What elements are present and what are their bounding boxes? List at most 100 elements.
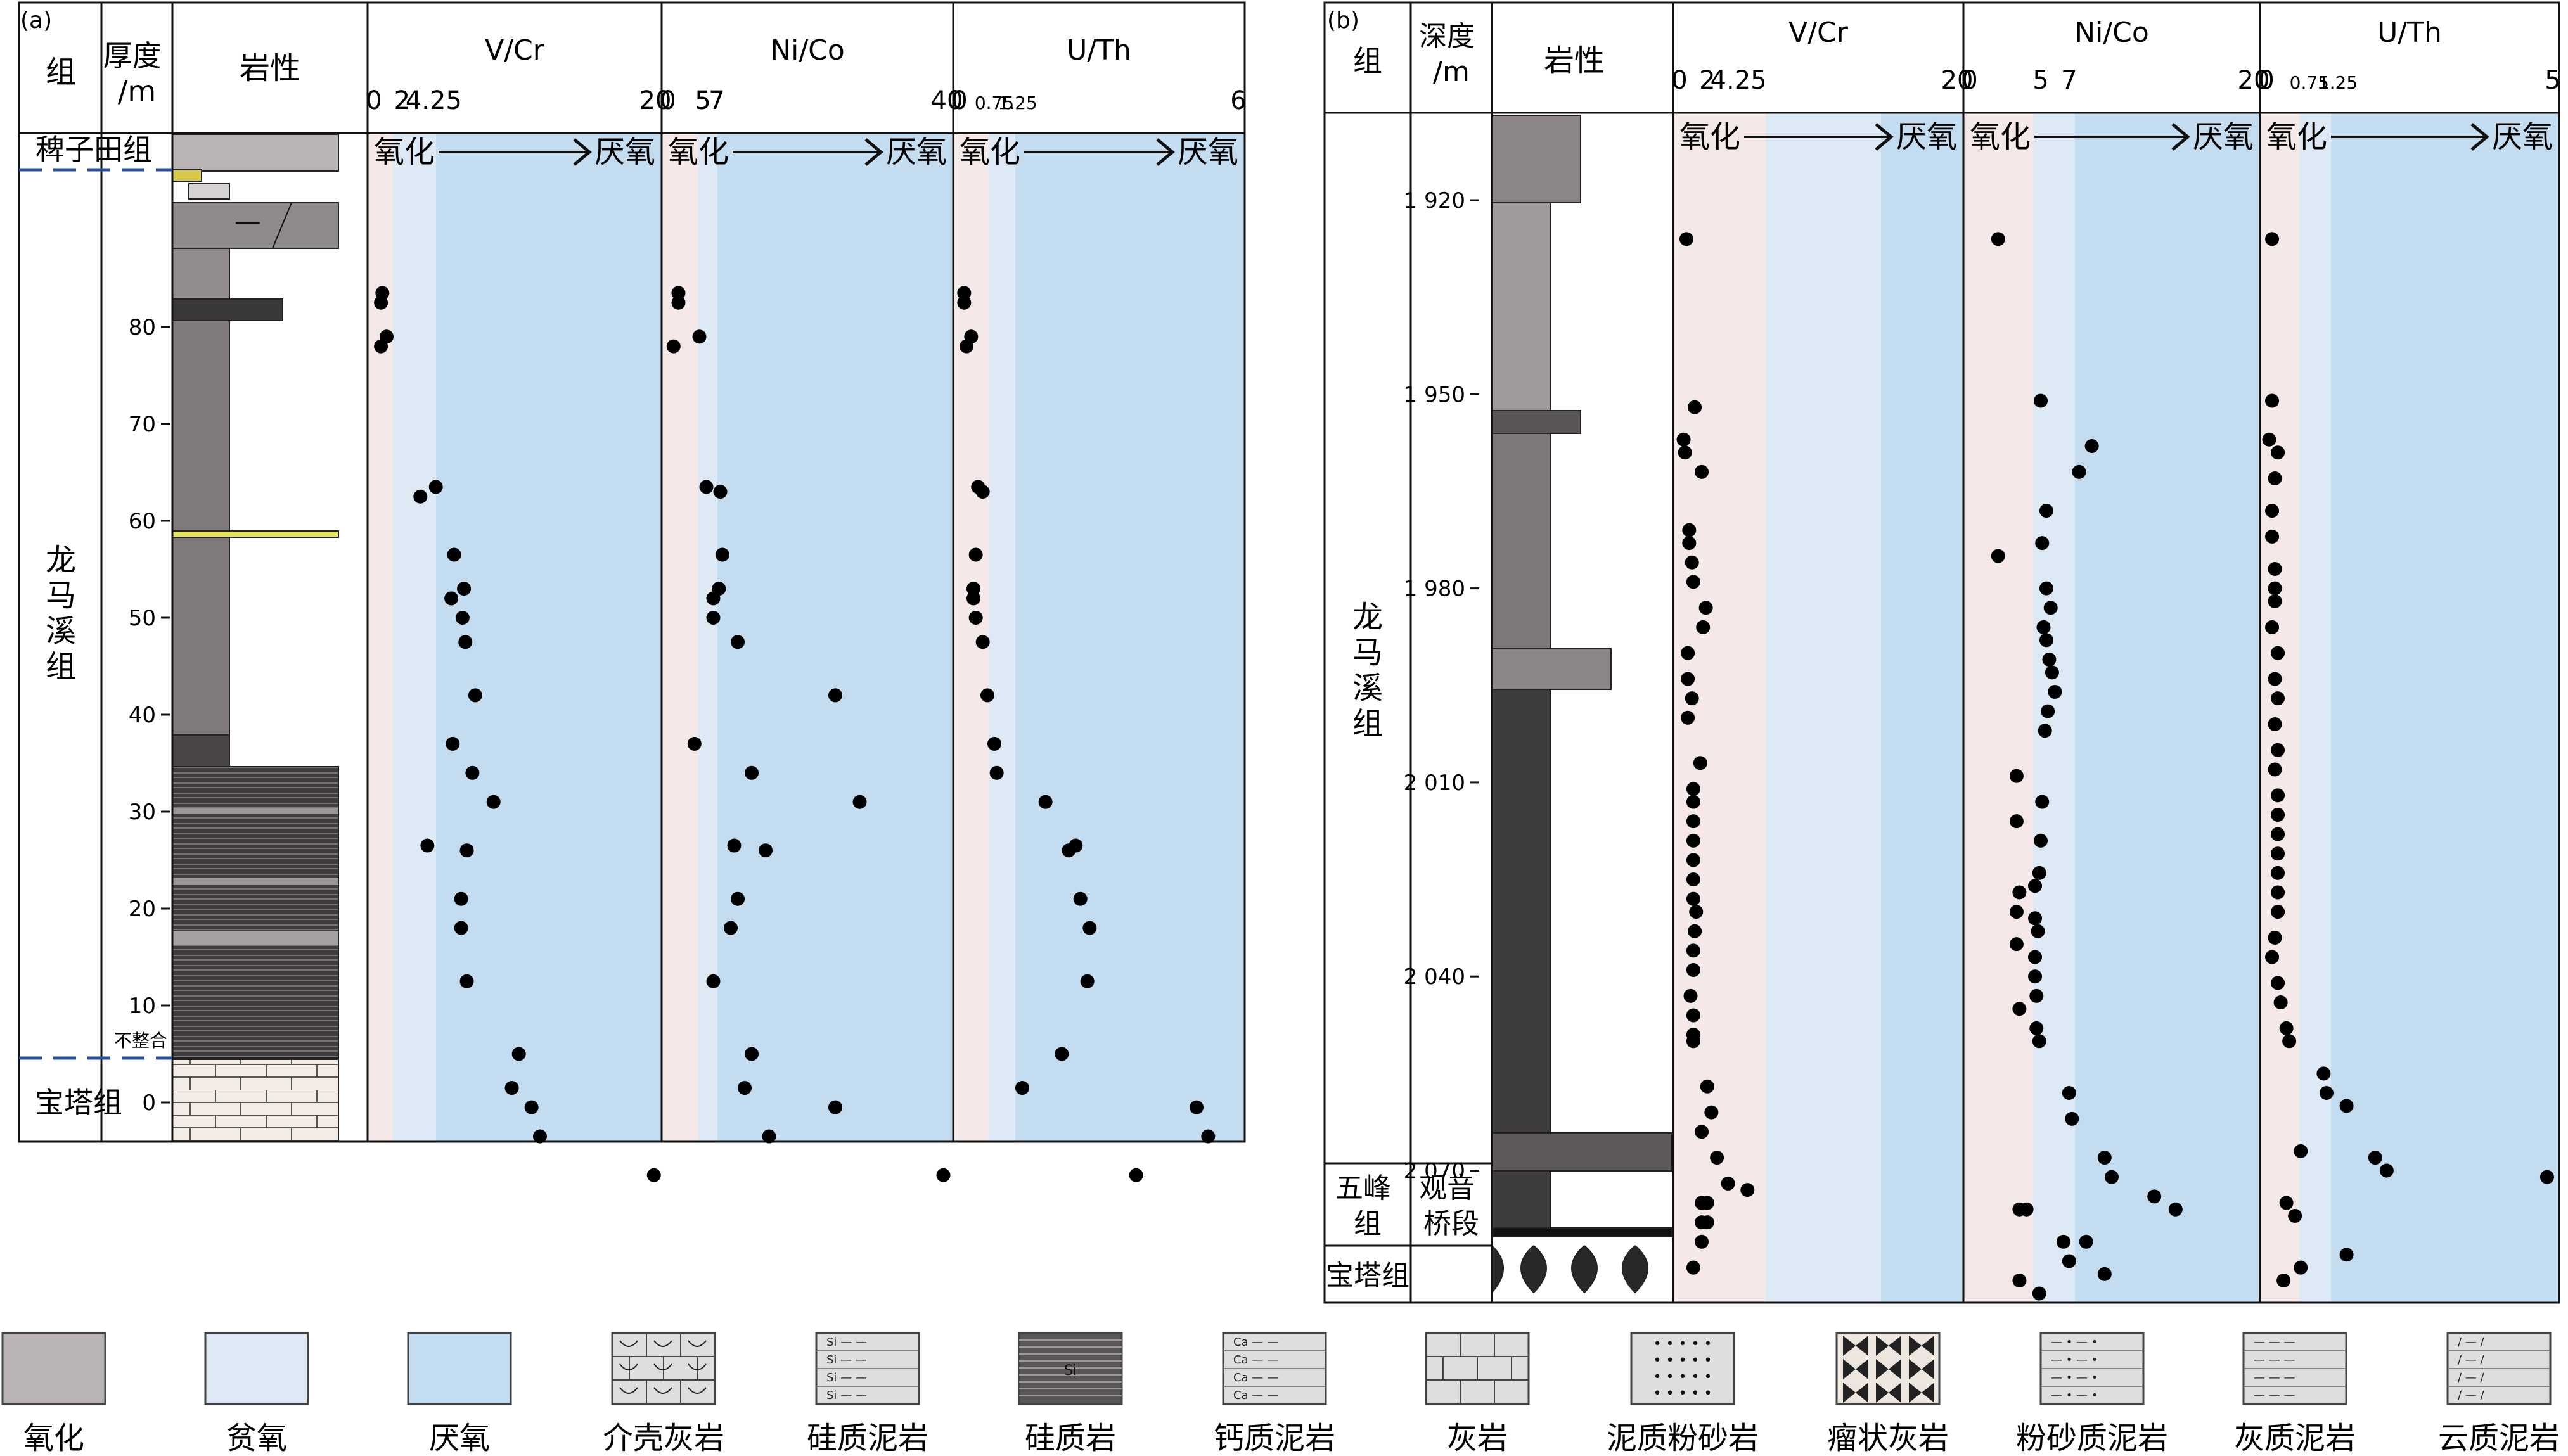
band-oxic-a-nico [662, 133, 698, 1142]
arrow-label-anoxic: 厌氧 [2193, 119, 2254, 155]
formation-b-1-line2: 组 [1354, 1208, 1382, 1240]
data-point [2041, 704, 2055, 718]
data-point [2147, 1189, 2162, 1204]
data-point [2265, 232, 2280, 246]
data-point [1686, 872, 1700, 887]
data-point [2279, 1021, 2294, 1035]
data-point [454, 891, 468, 906]
data-point [1700, 1215, 1714, 1230]
data-point [2028, 879, 2043, 893]
x-tick-label: 4.25 [1711, 66, 1767, 95]
data-point [2168, 1202, 2183, 1217]
depth-tick-label: 1 980 [1404, 577, 1465, 602]
calcareous-mudstone-pattern: Ca — — Ca — — Ca — — Ca — — [1222, 1332, 1327, 1405]
data-point [2028, 911, 2043, 926]
data-point [2079, 1234, 2093, 1249]
band-suboxic-b-nico [2033, 113, 2075, 1303]
data-point [2339, 1248, 2354, 1262]
band-suboxic-b-vcr [1766, 113, 1881, 1303]
legend-label: 氧化 [23, 1421, 84, 1456]
data-point [852, 795, 867, 809]
data-point [2056, 1234, 2070, 1249]
series-title: U/Th [2377, 16, 2442, 49]
band-suboxic-a-uth [989, 133, 1015, 1142]
svg-text:Ca — —: Ca — — [1233, 1389, 1278, 1402]
data-point [1683, 988, 1698, 1003]
data-point [1082, 921, 1097, 935]
data-point [2271, 976, 2285, 990]
data-point [524, 1100, 539, 1114]
trend-arrow-head [864, 138, 883, 166]
data-point [2043, 601, 2058, 615]
legend-label: 粉砂质泥岩 [2016, 1421, 2168, 1456]
data-point [2539, 1170, 2554, 1184]
data-point [687, 736, 702, 751]
legend-label: 贫氧 [226, 1421, 287, 1456]
formation-b-2: 观音 桥段 [1419, 1172, 1484, 1240]
data-point [1710, 1151, 1724, 1165]
data-point [1688, 924, 1702, 938]
svg-text:— — —: — — — [2254, 1371, 2295, 1384]
unconformity-label: 不整合 [114, 1030, 167, 1051]
band-anoxic-a-vcr [436, 133, 662, 1142]
data-point [713, 485, 728, 499]
data-point [957, 286, 972, 300]
data-point [2271, 445, 2285, 460]
svg-text:/ — /: / — / [2458, 1353, 2485, 1367]
data-point [2031, 924, 2045, 938]
formation-b-0: 龙马溪组 [1352, 599, 1383, 741]
data-point [2045, 665, 2059, 680]
data-point [2097, 1267, 2112, 1281]
data-point [975, 485, 990, 499]
vertical-char: 马 [1352, 635, 1383, 670]
data-point [447, 547, 461, 562]
svg-text:Si — —: Si — — [826, 1371, 867, 1384]
arrow-label-anoxic: 厌氧 [886, 134, 947, 170]
trend-arrow-head [1875, 123, 1894, 151]
vertical-char: 龙 [46, 542, 76, 578]
data-point [2276, 1274, 2291, 1288]
x-tick-label: 5 [695, 86, 710, 115]
data-point [1696, 620, 1711, 634]
x-tick-label: 4.25 [406, 86, 462, 115]
x-tick-label: 1.25 [2318, 72, 2358, 93]
data-point [2268, 930, 2282, 945]
data-point [1679, 232, 1693, 246]
data-point [2036, 620, 2051, 634]
data-point [738, 1081, 752, 1095]
x-tick-label: 0 [660, 86, 676, 115]
data-point [532, 1129, 547, 1144]
suboxic-swatch [204, 1332, 309, 1405]
data-point [374, 339, 388, 354]
legend-label: 钙质泥岩 [1214, 1421, 1335, 1456]
depth-tick-label: 50 [129, 606, 156, 631]
svg-text:Ca — —: Ca — — [1233, 1371, 1278, 1384]
data-point [2316, 1066, 2331, 1081]
formation-a-0: 稗子田组 [35, 132, 152, 167]
data-point [2271, 885, 2285, 900]
depth-axis-b: 1 920 1 950 1 980 2 010 2 040 2 070 [1404, 188, 1479, 1184]
data-point [455, 611, 470, 625]
data-point [989, 765, 1004, 780]
data-point [504, 1081, 519, 1095]
arrow-label-oxic: 氧化 [960, 134, 1020, 170]
band-oxic-b-uth [2260, 113, 2299, 1303]
band-oxic-b-nico [1963, 113, 2033, 1303]
depth-tick-label: 2 070 [1404, 1159, 1465, 1184]
data-point [2012, 885, 2027, 900]
formation-b-2-line2: 桥段 [1423, 1208, 1479, 1240]
svg-text:• • • • •: • • • • • [1653, 1353, 1712, 1369]
data-point [459, 974, 474, 988]
data-point [2265, 950, 2280, 964]
formation-b-1: 五峰 组 [1335, 1172, 1400, 1240]
data-point [1062, 843, 1076, 858]
data-point [2062, 1254, 2076, 1268]
data-point [2271, 827, 2285, 841]
svg-text:Si — —: Si — — [826, 1353, 867, 1367]
band-anoxic-a-nico [717, 133, 953, 1142]
legend-label: 云质泥岩 [2438, 1421, 2560, 1456]
x-tick-label: 20 [2238, 66, 2270, 95]
vertical-char: 溪 [46, 613, 76, 649]
data-point [2268, 672, 2282, 686]
data-point [2271, 691, 2285, 706]
